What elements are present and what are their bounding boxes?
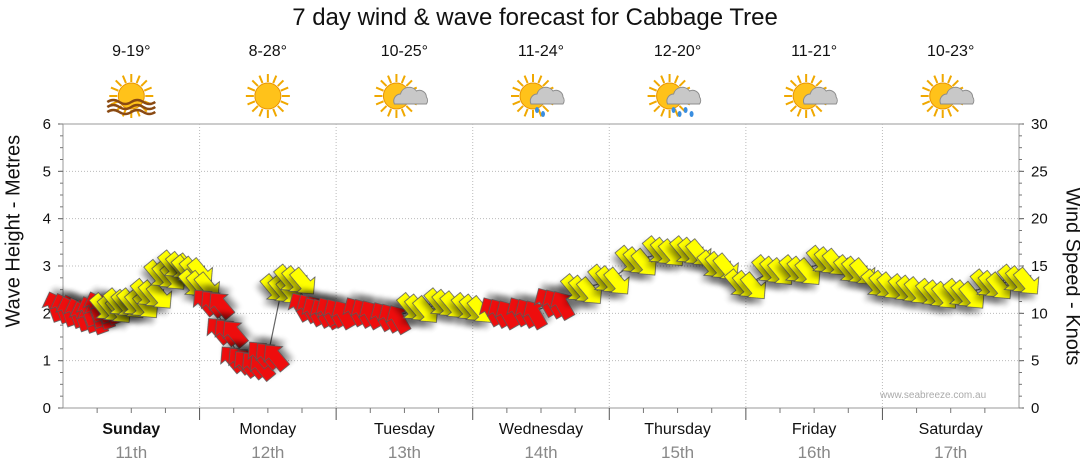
y-axis-label-right: Wind Speed - Knots: [1061, 187, 1080, 366]
day-label: Saturday: [918, 421, 983, 438]
wind-arrow: [385, 305, 412, 336]
date-label: 11th: [115, 443, 148, 462]
day-label: Sunday: [102, 421, 161, 438]
y-tick-label-right: 10: [1031, 305, 1048, 322]
y-tick-label-left: 2: [43, 305, 51, 322]
wind-arrow: [1012, 266, 1040, 295]
day-label: Tuesday: [374, 421, 435, 438]
date-label: 17th: [934, 443, 968, 462]
wind-arrow: [145, 280, 173, 309]
y-axis-label-left: Wave Height - Metres: [2, 134, 25, 328]
y-tick-label-right: 25: [1031, 163, 1048, 180]
partly-cloudy-icon: [374, 74, 429, 118]
y-tick-label-left: 4: [43, 211, 51, 228]
partly-cloudy-icon: [784, 74, 838, 118]
y-tick-label-right: 5: [1031, 353, 1039, 370]
y-tick-label-right: 20: [1031, 211, 1048, 228]
y-tick-label-left: 6: [43, 116, 51, 133]
date-label: 14th: [524, 443, 558, 462]
sun-cloud-light-rain-icon: [511, 74, 565, 118]
y-tick-label-left: 1: [43, 353, 51, 370]
temperature-range: 11-24°: [517, 43, 565, 60]
day-label: Friday: [791, 421, 837, 438]
temperature-range: 10-23°: [927, 43, 975, 60]
y-tick-label-right: 0: [1031, 400, 1039, 417]
date-label: 15th: [661, 443, 695, 462]
wind-arrow: [263, 344, 291, 373]
partly-cloudy-icon: [920, 74, 975, 118]
wind-arrow: [603, 266, 630, 295]
watermark: www.seabreeze.com.au: [880, 390, 987, 401]
temperature-range: 10-25°: [380, 43, 429, 60]
temperature-range: 9-19°: [112, 43, 151, 60]
wind-arrow: [549, 291, 576, 322]
date-label: 13th: [387, 443, 421, 462]
temperature-range: 11-21°: [791, 43, 838, 60]
day-label: Thursday: [644, 421, 711, 438]
y-tick-label-right: 15: [1031, 258, 1048, 275]
temperature-range: 12-20°: [653, 43, 702, 60]
wind-arrow: [985, 271, 1012, 300]
wind-arrow: [739, 271, 767, 300]
day-label: Wednesday: [498, 421, 584, 438]
date-label: 16th: [797, 443, 831, 462]
sun-cloud-rain-icon: [647, 74, 702, 118]
chart-title: 7 day wind & wave forecast for Cabbage T…: [292, 4, 778, 31]
sun-haze-icon: [106, 74, 156, 118]
y-tick-label-right: 30: [1031, 116, 1048, 133]
wind-arrow: [222, 321, 250, 349]
wind-arrow: [208, 292, 236, 321]
date-label: 12th: [251, 443, 285, 462]
sun-icon: [245, 74, 290, 118]
y-tick-label-left: 0: [43, 400, 51, 417]
y-tick-label-left: 5: [43, 163, 51, 180]
day-label: Monday: [239, 421, 297, 438]
temperature-range: 8-28°: [248, 43, 288, 60]
y-tick-label-left: 3: [43, 258, 51, 275]
wind-arrow: [289, 266, 316, 295]
wind-arrow: [411, 294, 439, 323]
